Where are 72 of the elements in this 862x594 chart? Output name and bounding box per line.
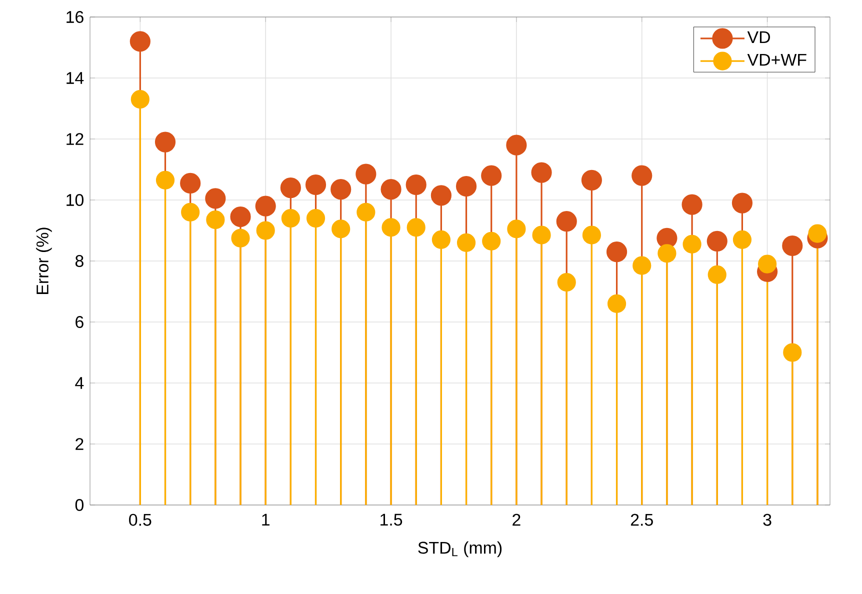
y-tick-label: 10 [66,194,84,206]
point [682,234,702,254]
x-tick-label: 1.5 [380,514,402,526]
point [256,221,275,240]
y-tick-label: 12 [66,133,84,145]
point [507,220,526,238]
point [732,230,752,249]
y-tick-label: 8 [75,255,84,267]
point [531,162,552,183]
point [230,206,251,228]
point [607,294,626,313]
point [808,224,827,243]
point [706,230,728,252]
x-tick-label: 0.5 [129,514,152,526]
point [130,31,150,52]
y-tick-label: 6 [76,316,84,328]
point [330,179,352,200]
point [506,134,527,156]
point [456,233,476,252]
legend-label: VD+WF [747,54,806,66]
point [682,194,702,215]
point [306,208,326,228]
point [281,208,300,228]
point [356,202,376,222]
point [632,256,652,275]
point [758,254,777,274]
point [658,244,676,263]
point [430,185,452,206]
point [280,177,301,198]
x-tick-label: 1 [262,514,270,526]
point [382,218,400,237]
y-tick-label: 0 [75,499,84,512]
point [782,235,803,256]
point [432,230,450,249]
point [305,174,326,196]
point [206,210,225,230]
point [356,164,376,184]
point [532,226,551,244]
x-tick-label: 2 [512,514,520,526]
y-tick-label: 14 [66,72,84,84]
point [130,90,150,109]
point [205,188,226,209]
y-axis-title: Error (%) [36,228,52,294]
point [154,132,176,152]
point [231,228,250,248]
point [708,265,726,284]
point [556,211,577,232]
point [156,170,175,190]
point [456,176,477,197]
point [606,242,628,262]
y-tick-label: 2 [76,438,84,450]
point [406,174,426,196]
point [481,165,502,186]
point [732,192,753,214]
point [581,170,602,190]
x-axis-title: STD$_{L}$ (mm) [418,541,502,558]
point [332,220,350,238]
point [582,226,601,244]
point [406,218,426,237]
y-tick-label: 16 [66,11,84,23]
point [557,273,576,292]
point [181,202,200,222]
point [180,172,201,194]
x-tick-label: 2.5 [630,514,653,526]
point [482,232,501,250]
point [255,196,276,216]
legend-label: VD [747,31,770,44]
point [632,165,652,186]
x-tick-label: 3 [763,514,772,526]
y-tick-label: 4 [75,377,84,389]
point [380,179,402,200]
point [783,343,802,362]
